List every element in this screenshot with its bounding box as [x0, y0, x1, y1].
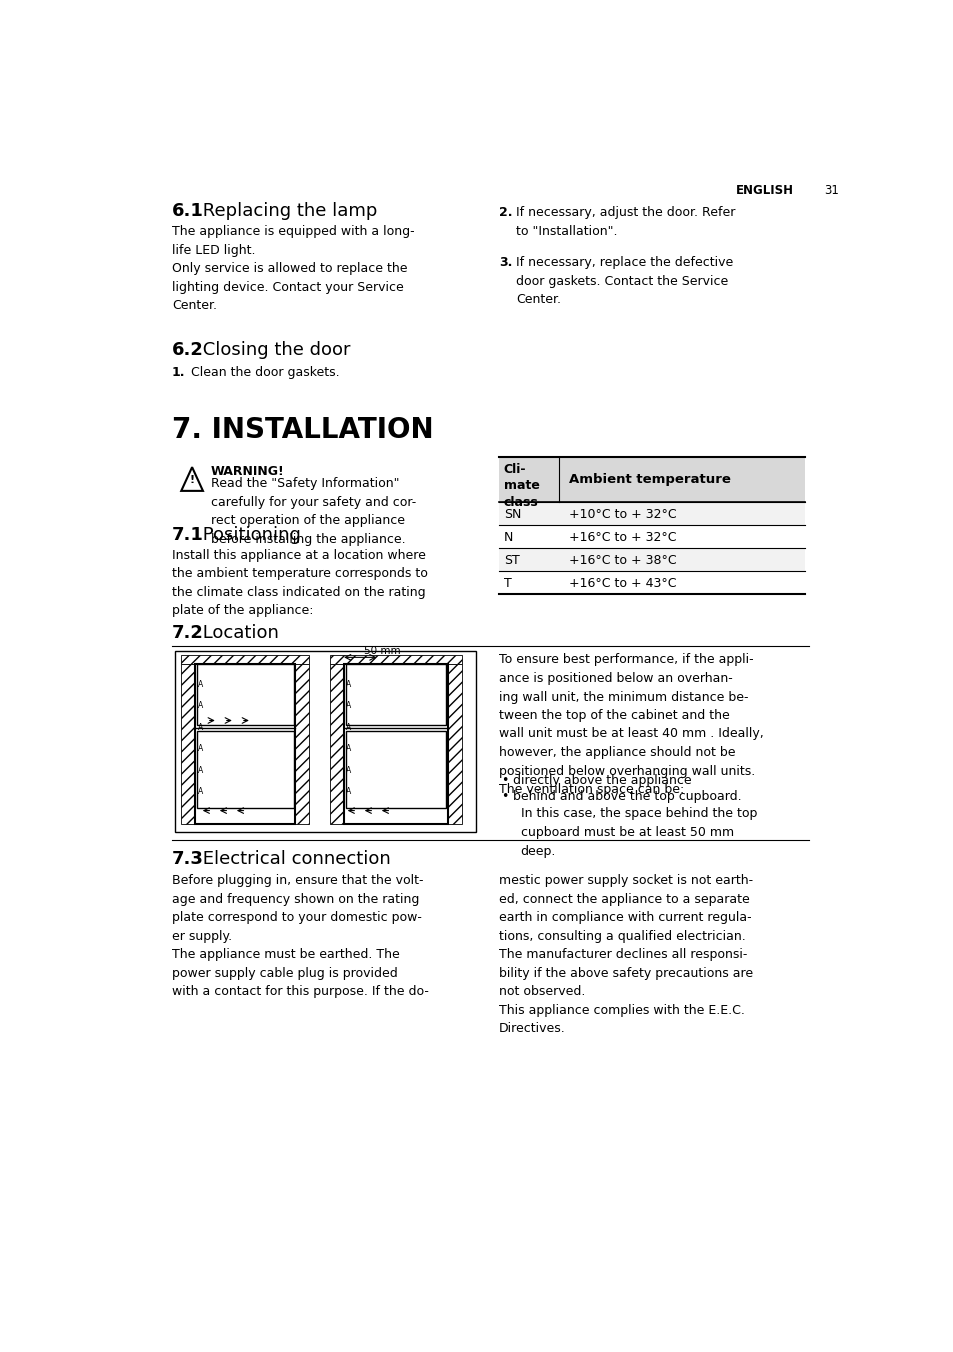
Text: Location: Location — [196, 625, 278, 642]
Bar — [181, 654, 309, 664]
Text: +16°C to + 32°C: +16°C to + 32°C — [568, 531, 676, 544]
Text: Read the "Safety Information"
carefully for your safety and cor-
rect operation : Read the "Safety Information" carefully … — [211, 477, 416, 546]
Bar — [196, 664, 294, 725]
Text: Ambient temperature: Ambient temperature — [568, 473, 730, 485]
Text: In this case, the space behind the top
cupboard must be at least 50 mm
deep.: In this case, the space behind the top c… — [520, 807, 757, 857]
Bar — [330, 654, 461, 664]
Text: +10°C to + 32°C: +10°C to + 32°C — [568, 508, 676, 521]
Text: A: A — [346, 767, 352, 775]
Text: WARNING!: WARNING! — [211, 465, 284, 477]
Text: Electrical connection: Electrical connection — [196, 850, 390, 868]
Text: behind and above the top cupboard.: behind and above the top cupboard. — [513, 790, 740, 803]
Text: N: N — [503, 531, 513, 544]
Text: A: A — [346, 723, 352, 731]
Text: 6.2: 6.2 — [172, 341, 204, 358]
Bar — [344, 664, 447, 825]
Text: A: A — [346, 702, 352, 710]
Text: ENGLISH: ENGLISH — [735, 184, 793, 197]
Text: 6.1: 6.1 — [172, 203, 204, 220]
Text: Before plugging in, ensure that the volt-
age and frequency shown on the rating
: Before plugging in, ensure that the volt… — [172, 875, 429, 999]
Text: If necessary, adjust the door. Refer
to "Installation".: If necessary, adjust the door. Refer to … — [516, 206, 735, 238]
Text: ST: ST — [503, 554, 518, 568]
Text: A: A — [346, 745, 352, 753]
Bar — [498, 548, 804, 571]
Text: Cli-
mate
class: Cli- mate class — [503, 462, 539, 508]
Text: !: ! — [190, 475, 194, 485]
Text: directly above the appliance: directly above the appliance — [513, 775, 691, 787]
Text: To ensure best performance, if the appli-
ance is positioned below an overhan-
i: To ensure best performance, if the appli… — [498, 653, 763, 796]
Bar — [294, 664, 309, 825]
Text: 31: 31 — [823, 184, 839, 197]
Bar — [498, 525, 804, 548]
Text: Positioning: Positioning — [196, 526, 300, 544]
Bar — [195, 664, 294, 825]
Bar — [196, 731, 294, 807]
Text: Clean the door gaskets.: Clean the door gaskets. — [192, 365, 339, 379]
Bar — [498, 502, 804, 525]
Bar — [345, 731, 446, 807]
Text: Replacing the lamp: Replacing the lamp — [196, 203, 376, 220]
Text: A: A — [197, 787, 203, 796]
Text: •: • — [500, 775, 508, 787]
Bar — [174, 652, 476, 831]
Text: If necessary, replace the defective
door gaskets. Contact the Service
Center.: If necessary, replace the defective door… — [516, 256, 733, 306]
Text: A: A — [197, 702, 203, 710]
Text: 7. INSTALLATION: 7. INSTALLATION — [172, 416, 433, 445]
Text: SN: SN — [503, 508, 520, 521]
Text: •: • — [500, 790, 508, 803]
Text: 50 mm: 50 mm — [364, 646, 400, 656]
Bar — [498, 571, 804, 595]
Text: A: A — [197, 680, 203, 688]
Text: 7.2: 7.2 — [172, 625, 204, 642]
Text: The appliance is equipped with a long-
life LED light.
Only service is allowed t: The appliance is equipped with a long- l… — [172, 226, 415, 312]
Text: 2.: 2. — [498, 206, 512, 219]
Text: 3.: 3. — [498, 256, 512, 269]
Text: 1.: 1. — [172, 365, 185, 379]
Bar — [447, 664, 461, 825]
Text: 7.3: 7.3 — [172, 850, 204, 868]
Text: A: A — [197, 767, 203, 775]
Text: +16°C to + 38°C: +16°C to + 38°C — [568, 554, 676, 568]
Bar — [345, 664, 446, 725]
Text: A: A — [197, 745, 203, 753]
Text: 7.1: 7.1 — [172, 526, 204, 544]
Text: +16°C to + 43°C: +16°C to + 43°C — [568, 577, 676, 591]
Text: Install this appliance at a location where
the ambient temperature corresponds t: Install this appliance at a location whe… — [172, 549, 427, 618]
Text: A: A — [346, 680, 352, 688]
Text: Closing the door: Closing the door — [196, 341, 350, 358]
Text: A: A — [346, 787, 352, 796]
Bar — [498, 457, 804, 502]
Text: mestic power supply socket is not earth-
ed, connect the appliance to a separate: mestic power supply socket is not earth-… — [498, 875, 752, 1036]
Bar — [181, 664, 195, 825]
Text: A: A — [197, 723, 203, 731]
Text: T: T — [503, 577, 511, 591]
Bar — [330, 664, 344, 825]
